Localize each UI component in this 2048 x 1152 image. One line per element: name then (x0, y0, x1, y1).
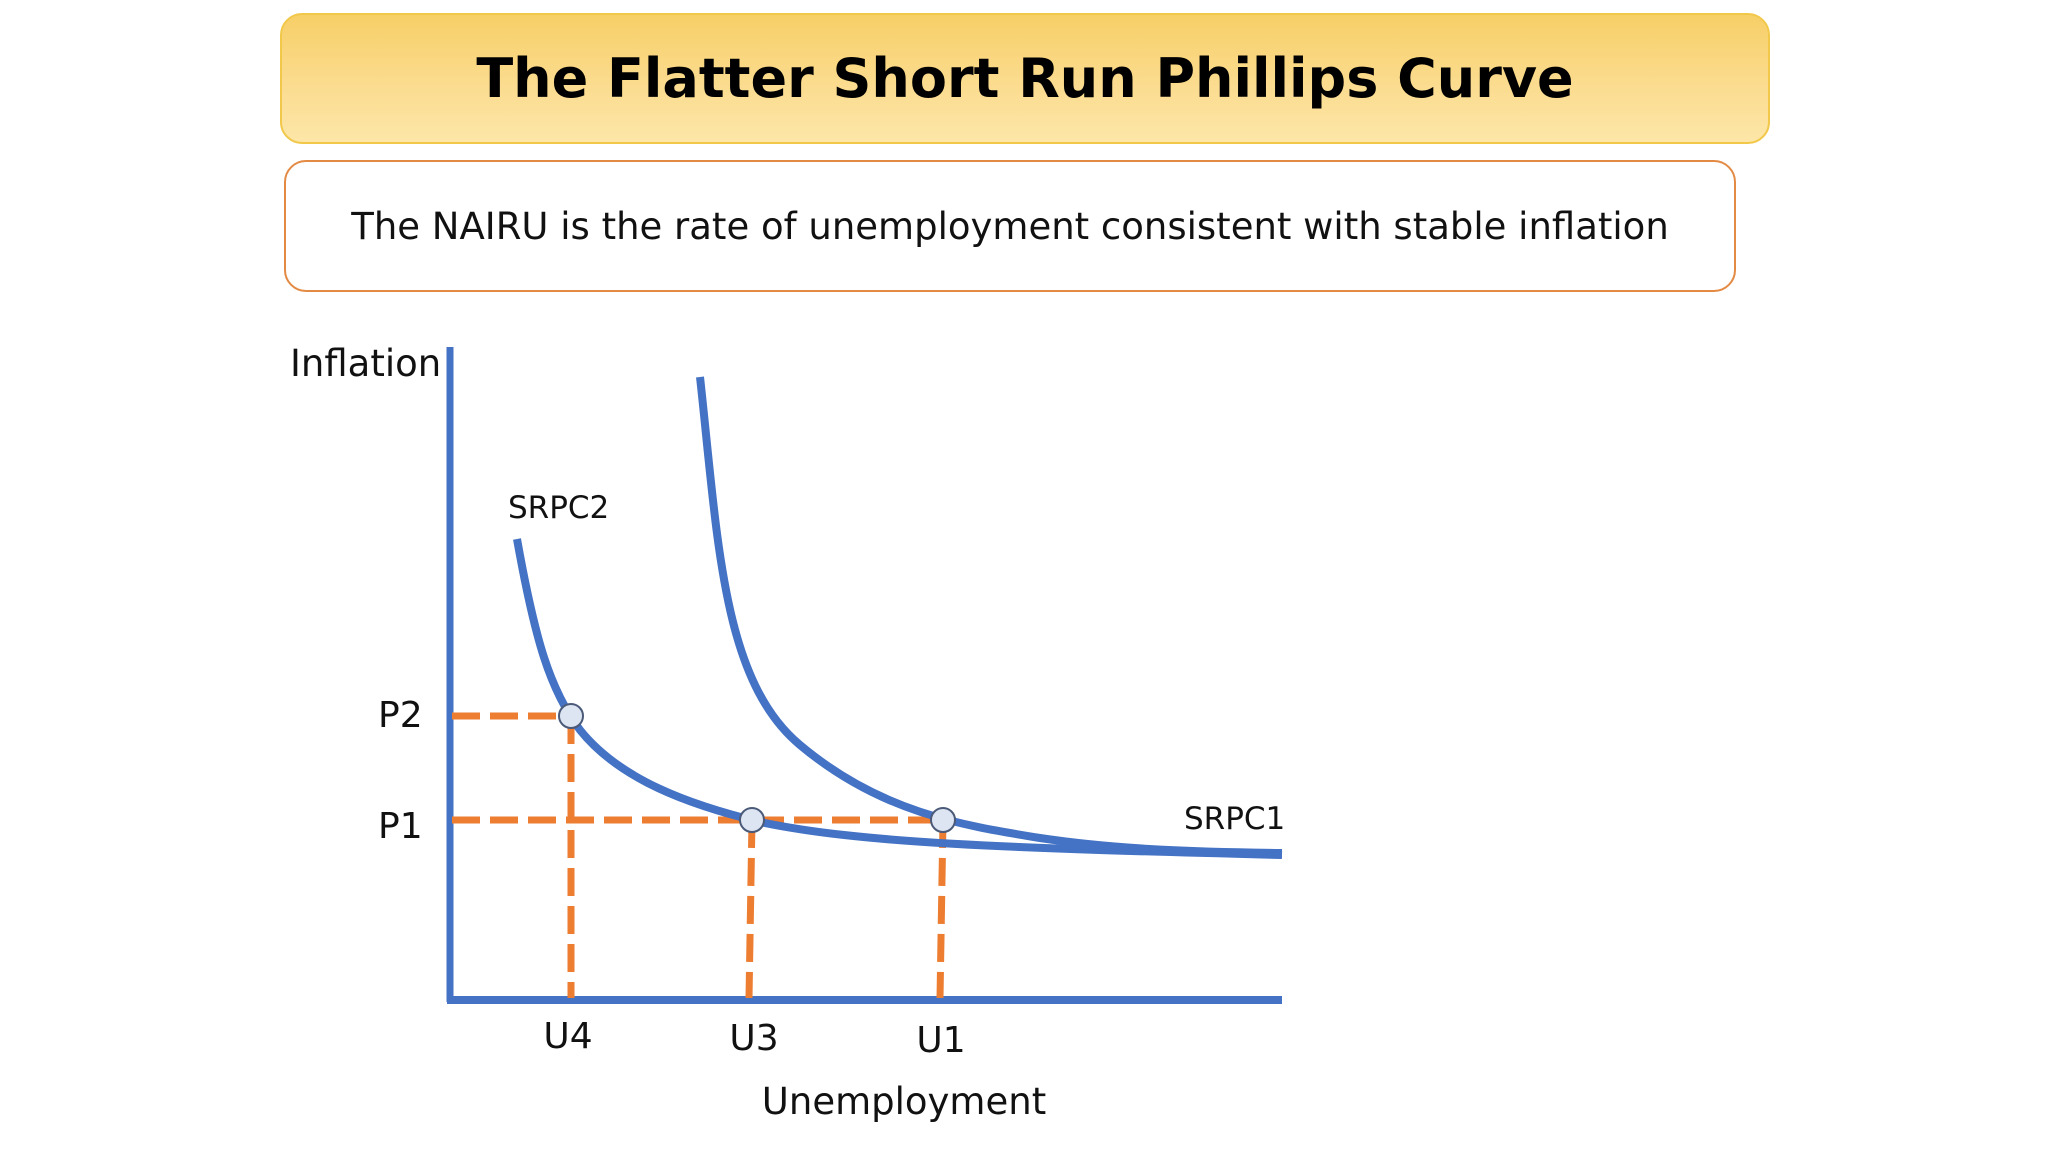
u3-guide-line (745, 819, 756, 999)
srpc2-curve (513, 538, 1283, 859)
point-u1-p1 (930, 807, 956, 833)
definition-box: The NAIRU is the rate of unemployment co… (284, 160, 1736, 292)
u4-label: U4 (543, 1016, 592, 1057)
srpc2-label: SRPC2 (508, 490, 609, 526)
title-banner: The Flatter Short Run Phillips Curve (280, 13, 1770, 144)
y-axis-label: Inflation (290, 342, 441, 385)
p1-label: P1 (378, 806, 423, 847)
srpc1-curve (696, 376, 1283, 857)
u1-label: U1 (916, 1020, 965, 1061)
srpc1-label: SRPC1 (1184, 801, 1285, 837)
point-u3-p1 (739, 807, 765, 833)
page-title: The Flatter Short Run Phillips Curve (476, 47, 1574, 110)
p2-label: P2 (378, 695, 423, 736)
definition-text: The NAIRU is the rate of unemployment co… (351, 204, 1669, 248)
point-u4-p2 (558, 703, 584, 729)
x-axis-label: Unemployment (762, 1080, 1046, 1123)
u3-label: U3 (729, 1018, 778, 1059)
u1-guide-line (936, 819, 947, 999)
